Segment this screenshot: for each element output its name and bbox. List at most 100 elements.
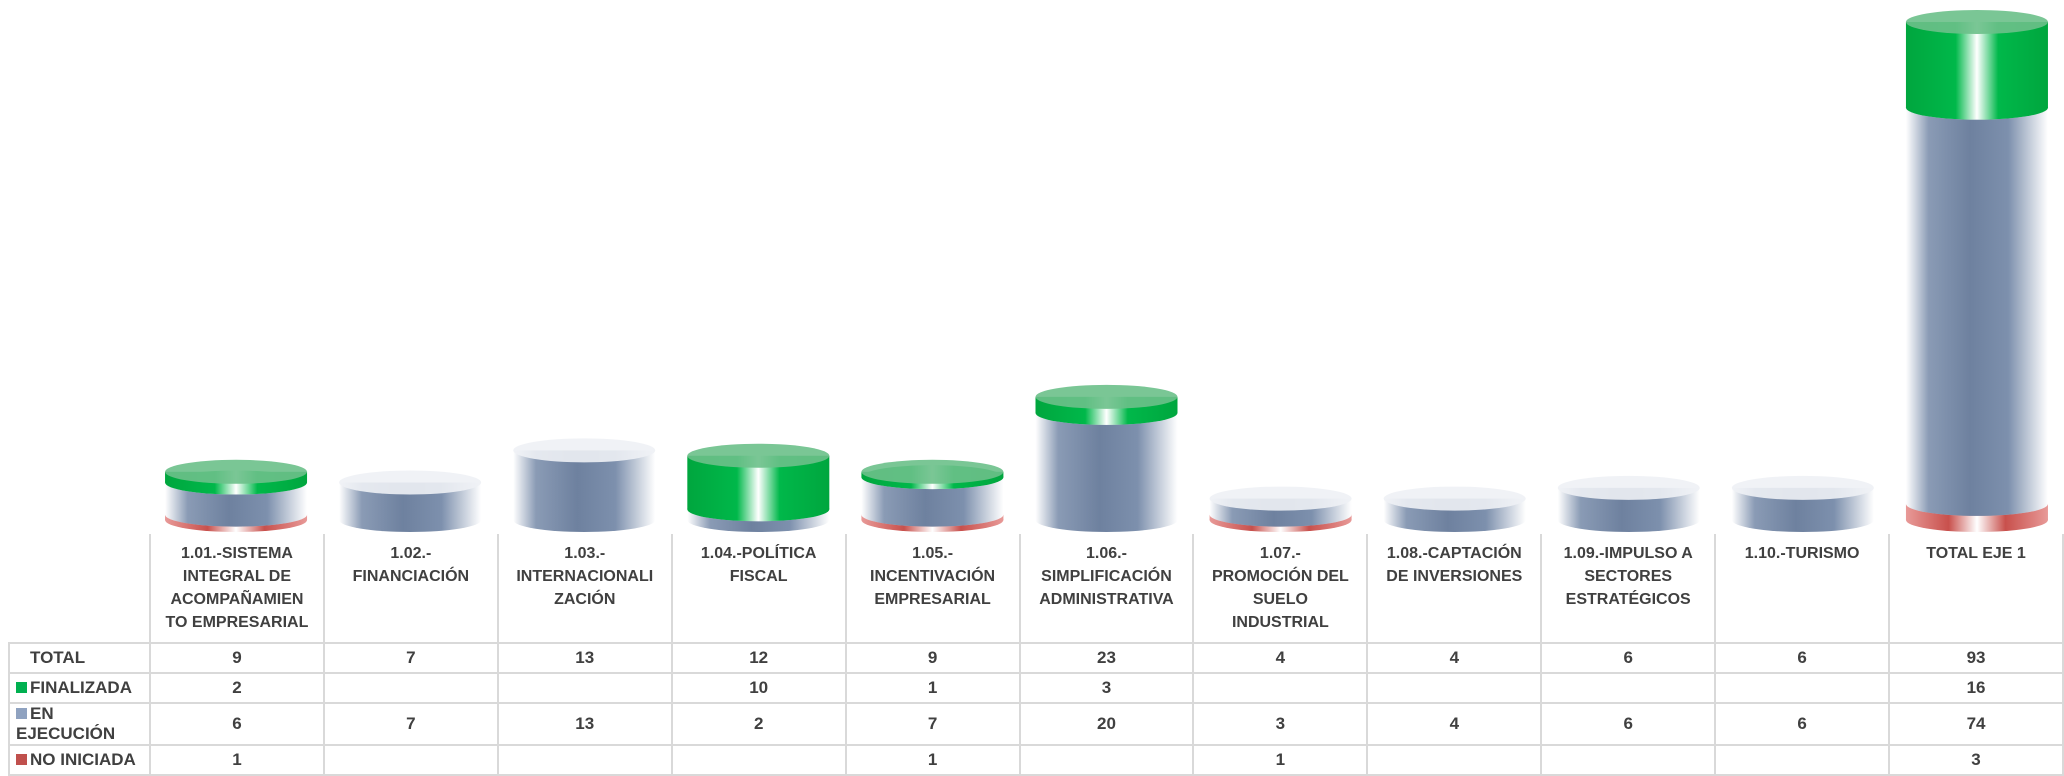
category-label-line: 1.01.-SISTEMA <box>180 545 293 562</box>
category-label-line: SECTORES <box>1584 568 1673 585</box>
cell-total-6: 23 <box>1018 642 1195 674</box>
bar-en-ejecucion-3 <box>513 438 656 532</box>
cell-en-ejecucion-9: 6 <box>1540 702 1717 746</box>
category-label-line: SUELO <box>1252 591 1308 608</box>
row-label-text: NO INICIADA <box>30 750 136 769</box>
category-label-line: 1.02.- <box>390 545 432 562</box>
legend-swatch-finalizada <box>16 682 27 693</box>
cell-no-iniciada-6 <box>1018 744 1195 776</box>
table-row-total: TOTAL 9 7 13 12 9 23 4 4 6 6 93 <box>8 642 2064 674</box>
cell-no-iniciada-4 <box>670 744 847 776</box>
category-label-line: FINANCIACIÓN <box>352 568 470 585</box>
cell-no-iniciada-9 <box>1540 744 1717 776</box>
cell-total-4: 12 <box>670 642 847 674</box>
category-label-row: 1.01.-SISTEMA INTEGRAL DE ACOMPAÑAMIEN TO E… <box>9 534 2064 644</box>
category-label-9: 1.09.-IMPULSO A SECTORES ESTRATÉGICOS <box>1540 534 1717 644</box>
cell-finalizada-11: 16 <box>1888 672 2064 704</box>
cell-finalizada-2 <box>322 672 499 704</box>
bar-en-ejecucion-9 <box>1557 475 1700 532</box>
category-label-7: 1.07.- PROMOCIÓN DEL SUELO INDUSTRIAL <box>1192 534 1369 644</box>
cell-finalizada-4: 10 <box>670 672 847 704</box>
legend-swatch-en-ejecucion <box>16 708 27 719</box>
cell-finalizada-7 <box>1192 672 1369 704</box>
category-label-line: 1.07.- <box>1259 545 1301 562</box>
cell-no-iniciada-11: 3 <box>1888 744 2064 776</box>
table-corner <box>9 534 151 643</box>
legend-swatch-no-iniciada <box>16 754 27 765</box>
bar-finalizada-6 <box>1035 384 1178 425</box>
cell-total-9: 6 <box>1540 642 1717 674</box>
category-label-10: 1.10.-TURISMO <box>1714 534 1891 644</box>
cell-finalizada-10 <box>1714 672 1891 704</box>
table-row-no-iniciada: NO INICIADA 1 1 1 3 <box>8 744 2064 776</box>
category-label-line: ZACIÓN <box>554 591 616 608</box>
cell-en-ejecucion-3: 13 <box>496 702 673 746</box>
cell-total-1: 9 <box>149 642 325 674</box>
cell-total-3: 13 <box>496 642 673 674</box>
category-label-line: 1.05.- <box>912 545 954 562</box>
cell-en-ejecucion-6: 20 <box>1018 702 1195 746</box>
cell-finalizada-1: 2 <box>149 672 325 704</box>
cell-en-ejecucion-1: 6 <box>149 702 325 746</box>
category-label-line: TO EMPRESARIAL <box>165 614 309 631</box>
cell-no-iniciada-1: 1 <box>149 744 325 776</box>
cell-en-ejecucion-10: 6 <box>1714 702 1891 746</box>
cell-finalizada-3 <box>496 672 673 704</box>
cell-en-ejecucion-2: 7 <box>322 702 499 746</box>
category-label-line: 1.06.- <box>1086 545 1127 562</box>
cell-en-ejecucion-11: 74 <box>1888 702 2064 746</box>
category-label-line: EMPRESARIAL <box>874 591 991 608</box>
chart-plot-area <box>165 10 2048 532</box>
category-label-5: 1.05.- INCENTIVACIÓN EMPRESARIAL <box>844 534 1021 644</box>
bar-en-ejecucion-2 <box>339 470 482 532</box>
cell-no-iniciada-5: 1 <box>844 744 1021 776</box>
category-label-1: 1.01.-SISTEMA INTEGRAL DE ACOMPAÑAMIEN TO E… <box>149 534 325 644</box>
cell-finalizada-5: 1 <box>844 672 1021 704</box>
category-label-line: FISCAL <box>729 568 788 585</box>
bar-en-ejecucion-11 <box>1905 95 2048 516</box>
category-label-8: 1.08.-CAPTACIÓN DE INVERSIONES <box>1366 534 1543 644</box>
data-table: 1.01.-SISTEMA INTEGRAL DE ACOMPAÑAMIEN TO E… <box>8 534 2064 776</box>
category-label-line: 1.10.-TURISMO <box>1744 545 1860 562</box>
cell-en-ejecucion-4: 2 <box>670 702 847 746</box>
cell-total-8: 4 <box>1366 642 1543 674</box>
cell-finalizada-6: 3 <box>1018 672 1195 704</box>
cell-no-iniciada-2 <box>322 744 499 776</box>
category-label-line: INDUSTRIAL <box>1231 614 1329 631</box>
cell-finalizada-9 <box>1540 672 1717 704</box>
row-label-en-ejecucion: EN EJECUCIÓN <box>8 702 151 746</box>
row-label-no-iniciada: NO INICIADA <box>8 744 151 776</box>
category-label-2: 1.02.- FINANCIACIÓN <box>322 534 499 644</box>
category-label-line: 1.03.- <box>564 545 606 562</box>
category-label-line: 1.08.-CAPTACIÓN <box>1386 545 1522 562</box>
category-label-line: INCENTIVACIÓN <box>870 568 996 585</box>
bar-finalizada-5 <box>861 459 1004 490</box>
row-label-finalizada: FINALIZADA <box>8 672 151 704</box>
bar-en-ejecucion-7 <box>1209 486 1352 527</box>
cell-en-ejecucion-8: 4 <box>1366 702 1543 746</box>
category-label-line: ESTRATÉGICOS <box>1565 591 1691 608</box>
row-label-total: TOTAL <box>8 642 151 674</box>
cell-en-ejecucion-7: 3 <box>1192 702 1369 746</box>
category-label-line: TOTAL EJE 1 <box>1926 545 2026 562</box>
cell-no-iniciada-8 <box>1366 744 1543 776</box>
bar-finalizada-4 <box>687 443 830 522</box>
cell-no-iniciada-3 <box>496 744 673 776</box>
cell-total-2: 7 <box>322 642 499 674</box>
cell-no-iniciada-7: 1 <box>1192 744 1369 776</box>
category-label-4: 1.04.-POLÍTICA FISCAL <box>670 534 847 644</box>
bar-en-ejecucion-10 <box>1731 475 1874 532</box>
cell-no-iniciada-10 <box>1714 744 1891 776</box>
category-label-line: PROMOCIÓN DEL <box>1211 568 1349 585</box>
bar-finalizada-1 <box>165 459 308 495</box>
row-label-text: TOTAL <box>30 648 86 667</box>
cell-total-7: 4 <box>1192 642 1369 674</box>
cell-total-11: 93 <box>1888 642 2064 674</box>
category-label-line: INTEGRAL DE <box>182 568 292 585</box>
bar-en-ejecucion-8 <box>1383 486 1526 532</box>
category-label-line: INTERNACIONALI <box>516 568 654 585</box>
bar-finalizada-11 <box>1905 10 2048 120</box>
category-label-line: ACOMPAÑAMIEN <box>170 591 304 608</box>
category-label-line: 1.04.-POLÍTICA <box>700 545 817 562</box>
cell-en-ejecucion-5: 7 <box>844 702 1021 746</box>
